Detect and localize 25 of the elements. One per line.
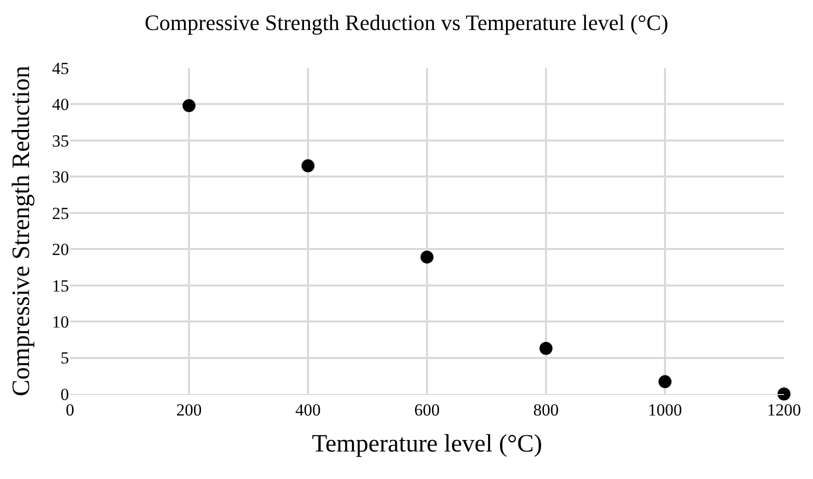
point bbox=[302, 159, 314, 172]
point bbox=[778, 388, 790, 400]
y-tick-label: 30 bbox=[52, 168, 69, 187]
y-tick-label: 20 bbox=[52, 240, 69, 260]
y-axis-title: Compressive Strength Reduction bbox=[8, 65, 35, 396]
x-tick-label: 600 bbox=[414, 400, 440, 420]
chart-title: Compressive Strength Reduction vs Temperature level (°C) bbox=[144, 10, 668, 35]
x-tick-label: 1200 bbox=[767, 400, 801, 420]
point bbox=[182, 99, 196, 112]
y-tick-label: 35 bbox=[52, 131, 69, 150]
x-axis-title: Temperature level (°C) bbox=[312, 430, 542, 458]
x-tick-label: 800 bbox=[533, 400, 559, 420]
x-tick-label: 200 bbox=[176, 400, 202, 420]
y-tick-label: 10 bbox=[52, 312, 69, 332]
point bbox=[420, 250, 434, 264]
x-tick-label: 1000 bbox=[648, 400, 682, 420]
y-tick-label: 25 bbox=[52, 204, 69, 223]
point bbox=[540, 342, 552, 355]
y-tick-label: 5 bbox=[60, 348, 69, 368]
x-tick-label: 400 bbox=[295, 400, 321, 420]
y-tick-label: 15 bbox=[52, 276, 69, 296]
point bbox=[658, 375, 672, 388]
y-tick-label: 40 bbox=[52, 95, 69, 114]
y-tick-label: 45 bbox=[52, 58, 69, 78]
y-tick-label: 0 bbox=[60, 384, 69, 404]
